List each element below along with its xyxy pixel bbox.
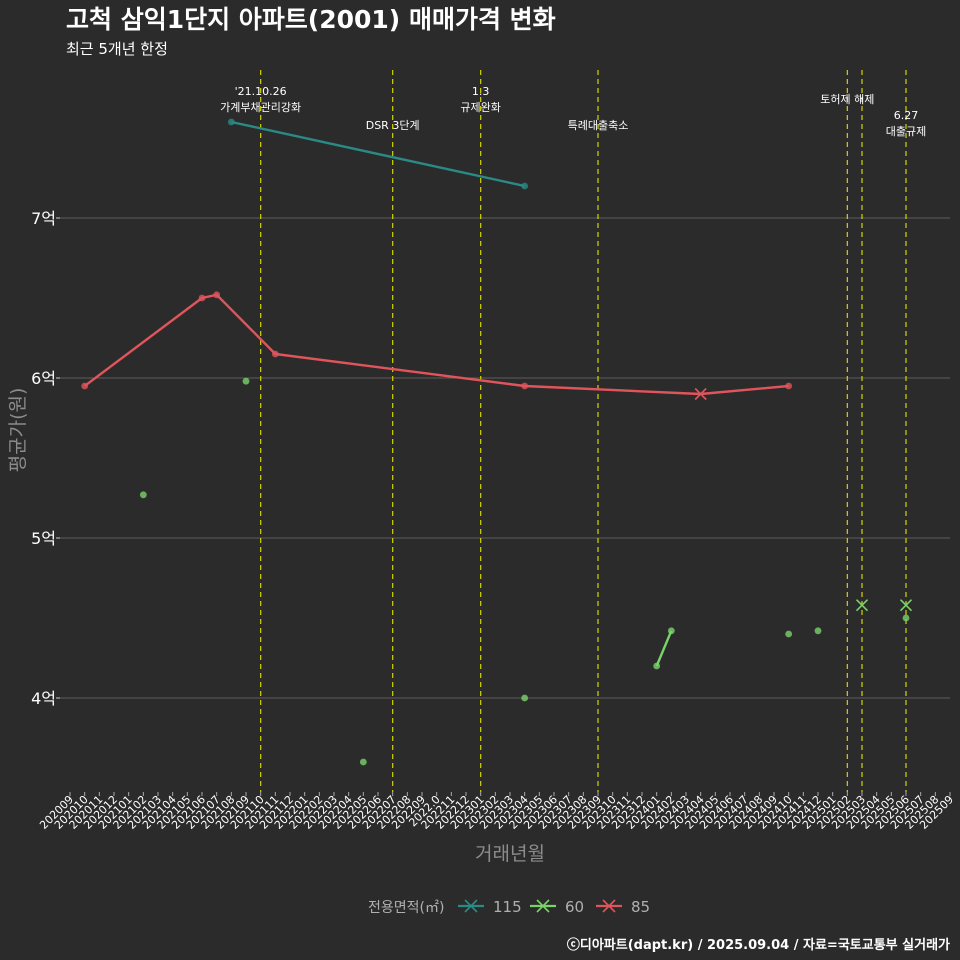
event-label: 가계부채관리강화: [220, 101, 301, 114]
legend-item-115: 115: [458, 898, 522, 916]
data-point-60: [667, 627, 675, 635]
data-point-85: [271, 350, 279, 358]
y-tick-label-6: 6억: [31, 369, 56, 388]
event-label: 규제완화: [460, 101, 500, 114]
data-point-85: [213, 291, 221, 299]
data-point-60: [814, 627, 822, 635]
event-label: 대출규제: [886, 125, 926, 138]
gridlines: [60, 217, 950, 699]
chart-title: 고척 삼익1단지 아파트(2001) 매매가격 변화: [66, 5, 556, 34]
data-point-60: [359, 758, 367, 766]
legend-label-60: 60: [565, 898, 584, 916]
legend-item-60: 60: [530, 898, 584, 916]
data-point-60: [653, 662, 661, 670]
source-credit: ⓒ디아파트(dapt.kr) / 2025.09.04 / 자료=국토교통부 실…: [567, 937, 950, 953]
x-axis-title: 거래년월: [475, 843, 545, 865]
data-point-60: [785, 630, 793, 638]
data-point-60: [902, 614, 910, 622]
data-point-115: [521, 182, 529, 190]
data-point-85: [81, 382, 89, 390]
cross-stroke: [694, 387, 707, 401]
y-tick-label-5: 5억: [31, 529, 56, 548]
data-point-85: [785, 382, 793, 390]
legend-item-85: 85: [596, 898, 650, 916]
chart-subtitle: 최근 5개년 한정: [66, 40, 168, 58]
data-point-60: [521, 694, 529, 702]
y-tick-label-7: 7억: [31, 209, 56, 228]
series-line-115: [231, 120, 525, 188]
legend-title: 전용면적(㎡): [368, 900, 444, 916]
legend-key-cross: [464, 899, 478, 913]
cross-stroke: [899, 599, 913, 612]
event-lines: [260, 70, 907, 792]
event-label: 토허제 해제: [820, 92, 874, 106]
legend-key-cross: [602, 899, 616, 913]
event-label: DSR 3단계: [366, 119, 420, 132]
legend-label-85: 85: [631, 898, 650, 916]
y-tick-label-4: 4억: [31, 689, 56, 708]
event-label: '21.10.26: [235, 85, 287, 98]
data-cross-60: [855, 599, 869, 612]
data-cross-85: [694, 387, 707, 401]
series-line-60: [655, 630, 673, 667]
data-cross-60: [899, 599, 913, 612]
data-series: [81, 118, 913, 766]
legend-key-cross: [536, 899, 550, 913]
data-point-85: [198, 294, 206, 302]
cross-stroke: [855, 599, 869, 612]
y-axis-ticks: 4억 5억 6억 7억: [31, 209, 60, 708]
data-point-60: [139, 491, 147, 499]
data-point-85: [521, 382, 529, 390]
event-label: 6.27: [894, 109, 919, 122]
y-axis-title: 평균가(원): [7, 388, 29, 473]
data-point-115: [227, 118, 235, 126]
legend: 전용면적(㎡) 115 60 85: [368, 898, 650, 916]
data-point-60: [242, 377, 250, 385]
event-label: 특례대출축소: [568, 119, 629, 132]
event-label: 1.3: [472, 85, 490, 98]
x-axis-ticks: 2020092020102020112020122021012021022021…: [37, 792, 956, 832]
legend-label-115: 115: [493, 898, 522, 916]
